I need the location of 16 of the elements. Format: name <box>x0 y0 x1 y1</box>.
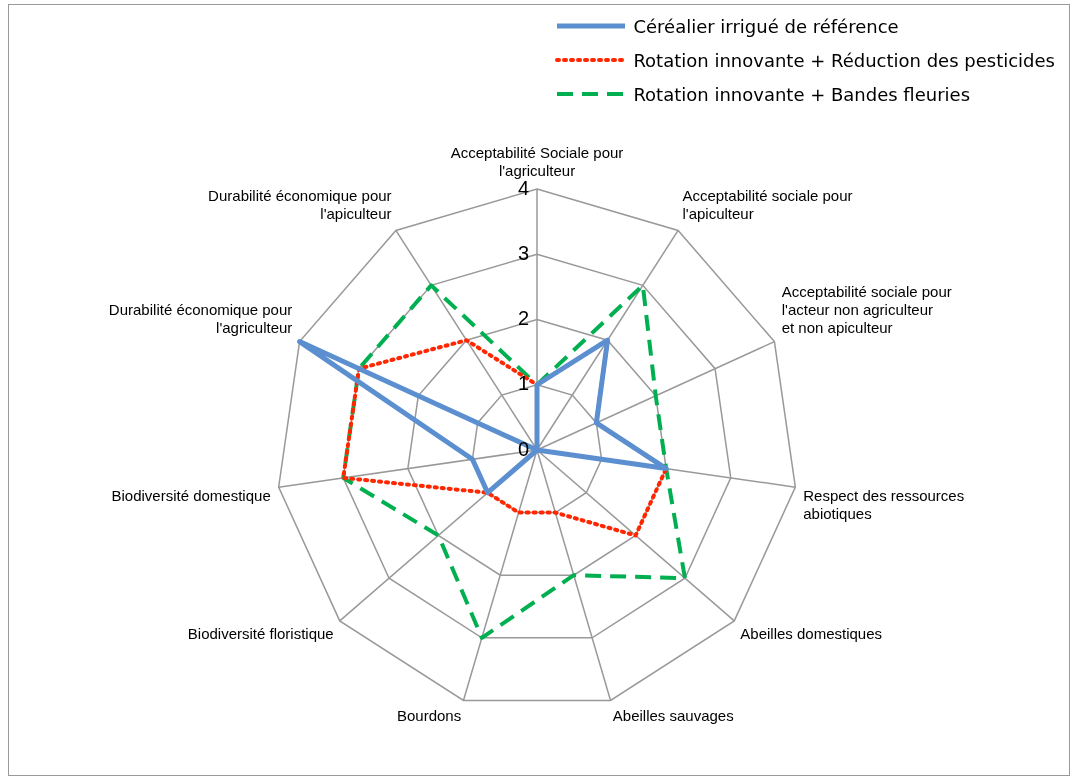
y-tick-label: 2 <box>517 307 529 330</box>
spoke-label: Durabilité économique pour l'apiculteur <box>208 186 392 222</box>
spoke-label: Biodiversité floristique <box>187 625 334 643</box>
y-tick-label: 1 <box>517 372 529 395</box>
spoke-label: Durabilité économique pour l'agriculteur <box>108 301 293 337</box>
spoke-label: Biodiversité domestique <box>111 487 271 505</box>
spoke-label: Bourdons <box>397 707 462 725</box>
spoke-label: Abeilles sauvages <box>612 707 734 725</box>
legend-label: Rotation innovante + Bandes fleuries <box>633 83 971 105</box>
legend-label: Rotation innovante + Réduction des pesticides <box>633 49 1055 71</box>
spoke-label: Abeilles domestiques <box>740 625 883 643</box>
legend-label: Céréalier irrigué de référence <box>633 15 899 37</box>
spoke-label: Acceptabilité sociale pour l'apiculteur <box>682 186 853 222</box>
y-tick-label: 3 <box>517 241 529 264</box>
spoke-label: Acceptabilité sociale pour l'acteur non agriculteur et non apiculteur <box>781 283 952 337</box>
spoke-label: Respect des ressources abiotiques <box>803 487 965 523</box>
